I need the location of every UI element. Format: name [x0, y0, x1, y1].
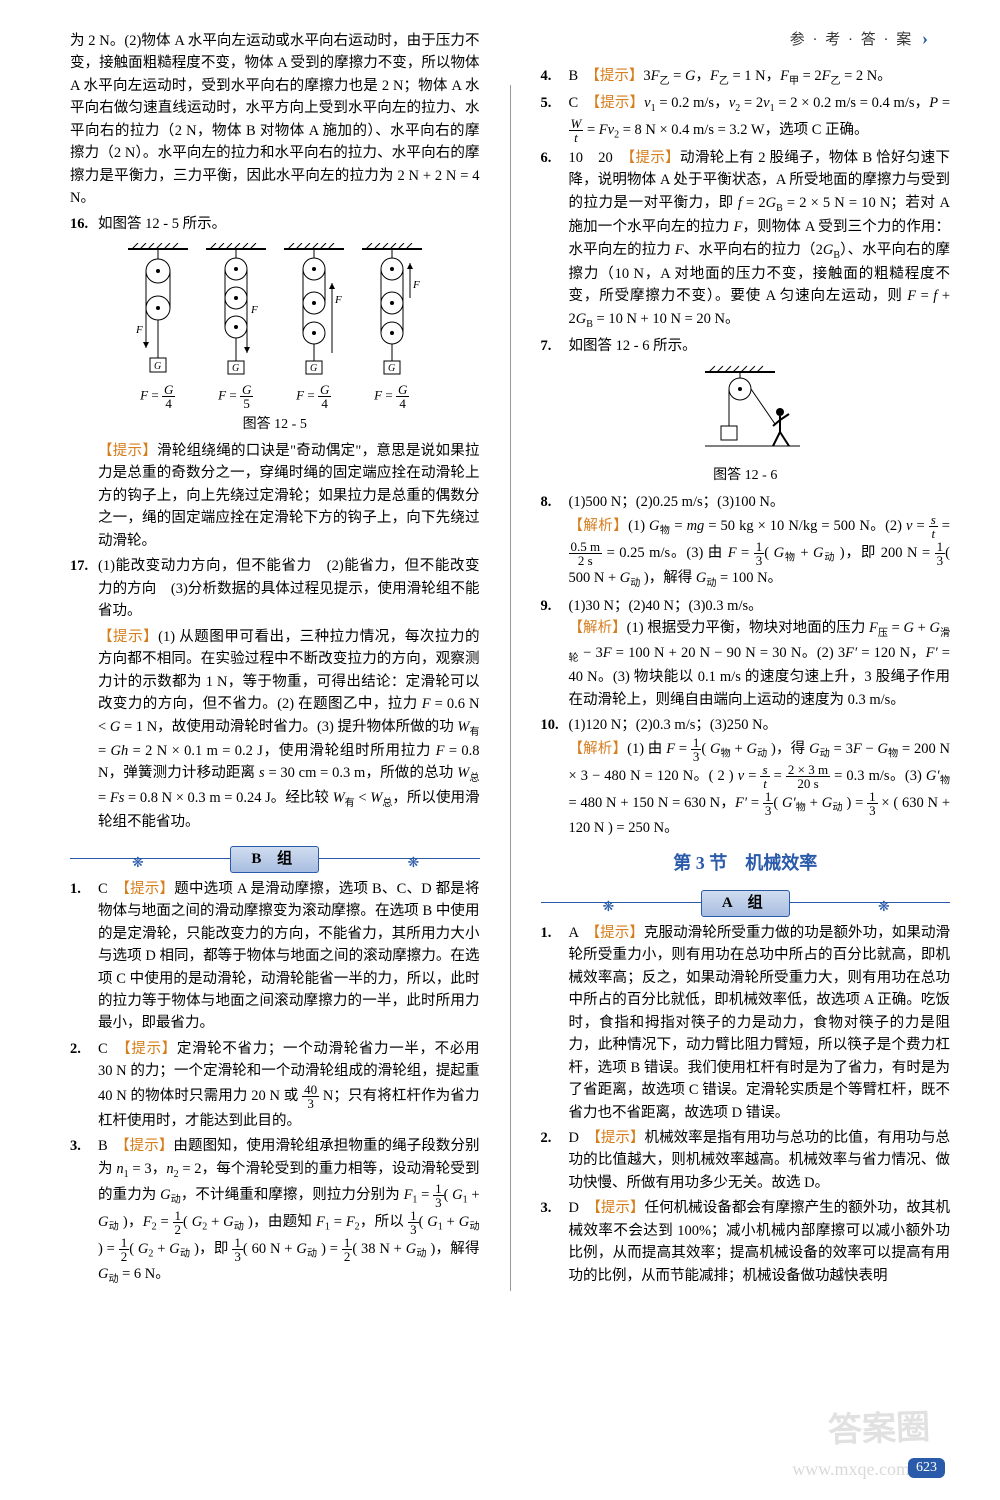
fig-caption-12-6: 图答 12 - 6 — [541, 465, 951, 487]
svg-text:G: G — [154, 361, 161, 372]
figure-12-6: 图答 12 - 6 — [541, 364, 951, 487]
watermark-logo: 答案圈 — [827, 1399, 931, 1452]
svg-text:G: G — [232, 363, 239, 374]
r-q7: 7.如图答 12 - 6 所示。 — [541, 335, 951, 357]
svg-text:F: F — [334, 294, 342, 306]
r-q10: 10.(1)120 N；(2)0.3 m/s；(3)250 N。【解析】(1) … — [541, 714, 951, 840]
r-q8: 8.(1)500 N；(2)0.25 m/s；(3)100 N。【解析】(1) … — [541, 491, 951, 592]
svg-text:F: F — [412, 279, 420, 291]
left-column: 为 2 N。(2)物体 A 水平向左运动或水平向右运动时，由于压力不变，接触面粗… — [70, 30, 490, 1291]
column-separator — [510, 85, 511, 1291]
r-q4: 4.B 【提示】3F乙 = G，F乙 = 1 N，F甲 = 2F乙 = 2 N。 — [541, 65, 951, 89]
svg-text:G: G — [388, 363, 395, 374]
a-q3: 3.D 【提示】任何机械设备都会有摩擦产生的额外功，故其机械效率不会达到 100… — [541, 1197, 951, 1287]
continued-text: 为 2 N。(2)物体 A 水平向左运动或水平向右运动时，由于压力不变，接触面粗… — [70, 30, 480, 210]
group-b-header: ❋ B 组 ❋ — [70, 846, 480, 870]
figure-12-5: F G F = G4 F — [70, 243, 480, 410]
svg-text:G: G — [310, 363, 317, 374]
watermark-url: www.mxqe.com — [792, 1459, 910, 1480]
fig-caption-12-5: 图答 12 - 5 — [70, 414, 480, 436]
right-column: 4.B 【提示】3F乙 = G，F乙 = 1 N，F甲 = 2F乙 = 2 N。… — [531, 30, 951, 1291]
q17-hint: 【提示】(1) 从题图甲可看出，三种拉力情况，每次拉力的方向都不相同。在实验过程… — [70, 626, 480, 834]
a-q2: 2.D 【提示】机械效率是指有用功与总功的比值，有用功与总功的比值越大，则机械效… — [541, 1127, 951, 1194]
q17: 17. (1)能改变动力方向，但不能省力 (2)能省力，但不能改变力的方向 (3… — [70, 555, 480, 622]
r-q9: 9.(1)30 N；(2)40 N；(3)0.3 m/s。【解析】(1) 根据受… — [541, 595, 951, 711]
page-content: 为 2 N。(2)物体 A 水平向左运动或水平向右运动时，由于压力不变，接触面粗… — [0, 0, 1000, 1321]
q16: 16. 如图答 12 - 5 所示。 — [70, 213, 480, 235]
svg-text:F: F — [135, 324, 143, 336]
r-q5: 5.C 【提示】v1 = 0.2 m/s，v2 = 2v1 = 2 × 0.2 … — [541, 92, 951, 143]
b-q3: 3.B 【提示】由题图知，使用滑轮组承担物重的绳子段数分别为 n1 = 3，n2… — [70, 1135, 480, 1287]
page-header: 参 · 考 · 答 · 案 › — [790, 28, 930, 49]
a-q1: 1.A 【提示】克服动滑轮所受重力做的功是额外功，如果动滑轮所受重力小，则有用功… — [541, 922, 951, 1124]
r-q6: 6.10 20 【提示】动滑轮上有 2 股绳子，物体 B 恰好匀速下降，说明物体… — [541, 147, 951, 333]
group-a-header: ❋ A 组 ❋ — [541, 890, 951, 914]
page-number: 623 — [908, 1458, 945, 1478]
svg-text:F: F — [250, 304, 258, 316]
q16-hint: 【提示】滑轮组绕绳的口诀是"奇动偶定"，意思是说如果拉力是总重的奇数分之一，穿绳… — [70, 440, 480, 552]
b-q2: 2.C 【提示】定滑轮不省力；一个动滑轮省力一半，不必用 30 N 的力；一个定… — [70, 1038, 480, 1132]
section-3-title: 第 3 节 机械效率 — [541, 850, 951, 878]
b-q1: 1.C 【提示】题中选项 A 是滑动摩擦，选项 B、C、D 都是将物体与地面之间… — [70, 878, 480, 1035]
chevron-icon: › — [922, 28, 930, 48]
